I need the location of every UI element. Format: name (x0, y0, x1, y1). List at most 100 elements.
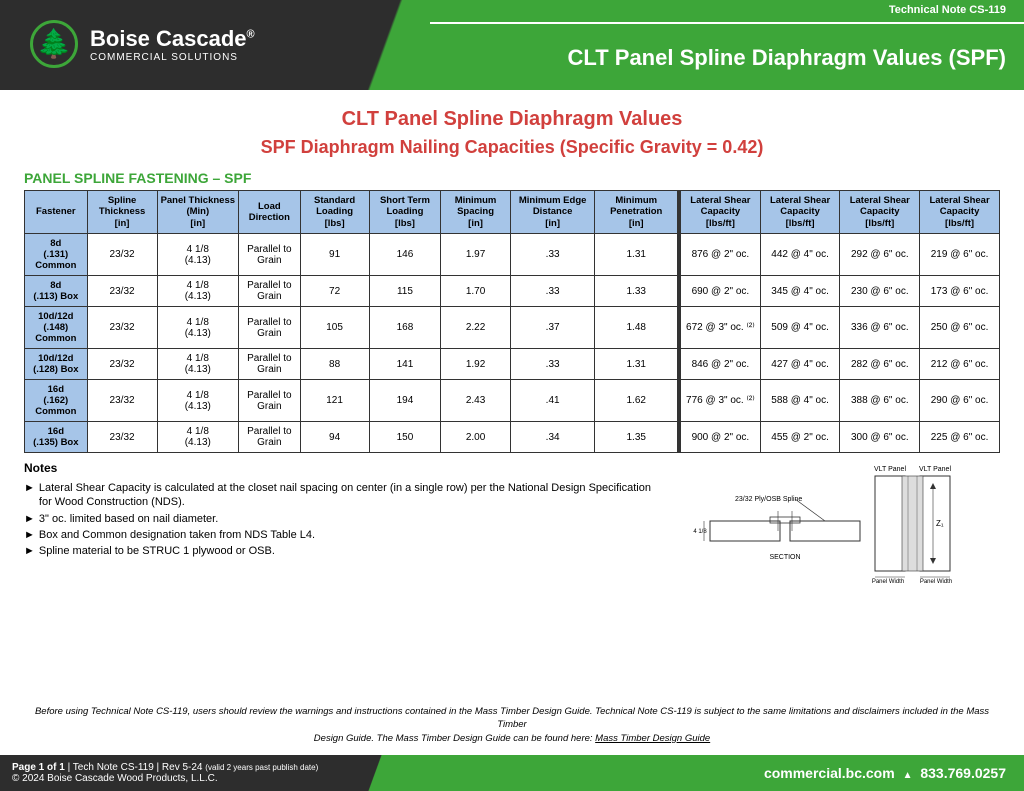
table-cell: 846 @ 2" oc. (679, 349, 760, 380)
table-cell: Parallel toGrain (239, 380, 301, 422)
svg-text:Panel Width: Panel Width (920, 579, 952, 585)
tech-note-label: Technical Note CS-119 (889, 4, 1006, 16)
table-cell: 150 (369, 422, 441, 453)
table-cell: 1.33 (595, 276, 679, 307)
design-guide-link[interactable]: Mass Timber Design Guide (595, 733, 710, 744)
logo-block: 🌲 Boise Cascade® COMMERCIAL SOLUTIONS (30, 20, 255, 68)
table-row: 10d/12d (.148) Common23/324 1/8 (4.13)Pa… (25, 307, 1000, 349)
table-cell: 2.43 (441, 380, 511, 422)
note-item: ►Lateral Shear Capacity is calculated at… (24, 481, 660, 510)
table-cell: Parallel toGrain (239, 234, 301, 276)
svg-text:VLT Panel: VLT Panel (874, 466, 906, 473)
sub-title: SPF Diaphragm Nailing Capacities (Specif… (0, 137, 1024, 158)
table-cell: 690 @ 2" oc. (679, 276, 760, 307)
table-cell: 1.70 (441, 276, 511, 307)
svg-text:VLT Panel: VLT Panel (919, 466, 951, 473)
footer-left: Page 1 of 1 | Tech Note CS-119 | Rev 5-2… (0, 755, 360, 791)
table-cell: 292 @ 6" oc. (840, 234, 920, 276)
table-cell: 23/32 (87, 307, 157, 349)
company-division: COMMERCIAL SOLUTIONS (90, 52, 255, 63)
table-cell: 194 (369, 380, 441, 422)
table-cell: 1.97 (441, 234, 511, 276)
table-cell: 225 @ 6" oc. (920, 422, 1000, 453)
table-cell: 173 @ 6" oc. (920, 276, 1000, 307)
table-cell: 94 (300, 422, 369, 453)
table-cell: 1.31 (595, 349, 679, 380)
section-label: PANEL SPLINE FASTENING – SPF (24, 170, 1024, 186)
table-cell: 2.22 (441, 307, 511, 349)
table-cell: 1.48 (595, 307, 679, 349)
table-cell: 1.35 (595, 422, 679, 453)
company-name: Boise Cascade® (90, 26, 255, 52)
table-cell: 588 @ 4" oc. (760, 380, 840, 422)
table-cell: 146 (369, 234, 441, 276)
table-cell: Parallel toGrain (239, 422, 301, 453)
table-cell: 876 @ 2" oc. (679, 234, 760, 276)
table-row: 8d (.131) Common23/324 1/8 (4.13)Paralle… (25, 234, 1000, 276)
svg-text:Panel Width: Panel Width (872, 579, 904, 585)
table-cell: .33 (510, 349, 595, 380)
diaphragm-table: FastenerSpline Thickness [in]Panel Thick… (24, 190, 1000, 453)
table-header-cell: Lateral Shear Capacity [lbs/ft] (840, 191, 920, 234)
table-cell: Parallel toGrain (239, 307, 301, 349)
table-cell: 290 @ 6" oc. (920, 380, 1000, 422)
table-cell: 2.00 (441, 422, 511, 453)
footer-copyright: © 2024 Boise Cascade Wood Products, L.L.… (12, 773, 348, 784)
disclaimer: Before using Technical Note CS-119, user… (0, 701, 1024, 749)
svg-text:Z₁: Z₁ (936, 519, 944, 528)
table-header-cell: Load Direction (239, 191, 301, 234)
table-cell: 23/32 (87, 349, 157, 380)
table-cell: .33 (510, 276, 595, 307)
table-cell: 4 1/8 (4.13) (157, 276, 239, 307)
table-cell: .33 (510, 234, 595, 276)
note-item: ►3" oc. limited based on nail diameter. (24, 512, 660, 526)
table-header-cell: Minimum Penetration [in] (595, 191, 679, 234)
note-item: ►Box and Common designation taken from N… (24, 528, 660, 542)
table-row: 16d (.135) Box23/324 1/8 (4.13)Parallel … (25, 422, 1000, 453)
table-cell: 250 @ 6" oc. (920, 307, 1000, 349)
table-cell: 455 @ 2" oc. (760, 422, 840, 453)
table-cell: 16d (.162) Common (25, 380, 88, 422)
table-cell: .41 (510, 380, 595, 422)
table-cell: 88 (300, 349, 369, 380)
footer-tech-note: Tech Note CS-119 (73, 762, 154, 773)
table-row: 8d (.113) Box23/324 1/8 (4.13)Parallel t… (25, 276, 1000, 307)
footer-diagonal (360, 755, 390, 791)
note-item: ►Spline material to be STRUC 1 plywood o… (24, 544, 660, 558)
tree-logo-icon: 🌲 (30, 20, 78, 68)
notes-section: Notes ►Lateral Shear Capacity is calcula… (24, 461, 660, 591)
footer-phone[interactable]: 833.769.0257 (920, 765, 1006, 781)
table-row: 16d (.162) Common23/324 1/8 (4.13)Parall… (25, 380, 1000, 422)
footer-validity: (valid 2 years past publish date) (205, 763, 318, 772)
table-header-cell: Lateral Shear Capacity [lbs/ft] (920, 191, 1000, 234)
notes-heading: Notes (24, 461, 660, 475)
table-header-cell: Fastener (25, 191, 88, 234)
footer-website[interactable]: commercial.bc.com (764, 765, 895, 781)
table-header-cell: Short Term Loading [lbs] (369, 191, 441, 234)
table-cell: 16d (.135) Box (25, 422, 88, 453)
header-diagonal (340, 0, 430, 90)
table-body: 8d (.131) Common23/324 1/8 (4.13)Paralle… (25, 234, 1000, 453)
table-cell: 442 @ 4" oc. (760, 234, 840, 276)
table-header-cell: Minimum Edge Distance [in] (510, 191, 595, 234)
table-cell: 91 (300, 234, 369, 276)
table-cell: 4 1/8 (4.13) (157, 234, 239, 276)
table-cell: 23/32 (87, 234, 157, 276)
svg-text:4 1/8: 4 1/8 (693, 529, 707, 535)
svg-text:23/32 Ply/OSB Spline: 23/32 Ply/OSB Spline (735, 496, 802, 503)
table-cell: 10d/12d (.128) Box (25, 349, 88, 380)
footer-separator-icon (899, 765, 917, 781)
table-cell: 345 @ 4" oc. (760, 276, 840, 307)
document-title: CLT Panel Spline Diaphragm Values (SPF) (568, 45, 1006, 71)
table-cell: .37 (510, 307, 595, 349)
header: 🌲 Boise Cascade® COMMERCIAL SOLUTIONS Te… (0, 0, 1024, 90)
table-cell: Parallel toGrain (239, 276, 301, 307)
table-cell: 10d/12d (.148) Common (25, 307, 88, 349)
table-cell: 72 (300, 276, 369, 307)
table-cell: 282 @ 6" oc. (840, 349, 920, 380)
main-title: CLT Panel Spline Diaphragm Values (0, 108, 1024, 131)
footer-revision: Rev 5-24 (162, 762, 203, 773)
footer: Page 1 of 1 | Tech Note CS-119 | Rev 5-2… (0, 755, 1024, 791)
table-cell: 1.62 (595, 380, 679, 422)
table-cell: 900 @ 2" oc. (679, 422, 760, 453)
